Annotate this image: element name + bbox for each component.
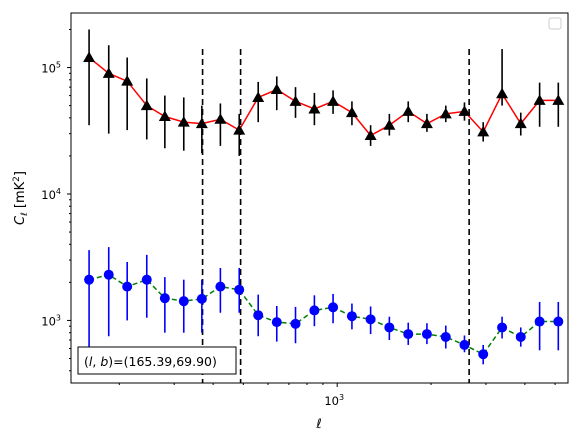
series-1-point-3 (141, 274, 152, 285)
series-0-point-23 (514, 117, 527, 129)
series-1-point-12 (309, 305, 320, 316)
series-1-point-2 (122, 281, 133, 292)
series-0-point-24 (533, 94, 546, 105)
series-0-point-8 (233, 124, 246, 135)
series-1-point-9 (253, 310, 264, 321)
series-0-point-10 (270, 83, 283, 95)
series-1-point-22 (497, 322, 508, 333)
ylabel-units-exp: 2 (12, 176, 22, 182)
series-0-point-20 (458, 105, 471, 116)
series-1-point-16 (384, 322, 395, 333)
annotation-b: b (100, 354, 108, 369)
series-1-point-24 (534, 316, 545, 327)
x-tick-label-0: 103 (324, 393, 344, 408)
series-1-point-8 (234, 284, 245, 295)
series-0-point-6 (195, 117, 208, 129)
series-0-point-0 (83, 51, 96, 63)
empty-legend-box (548, 17, 562, 30)
series-1-point-20 (459, 339, 470, 350)
series-1-point-10 (271, 317, 282, 328)
series-0-point-13 (327, 95, 340, 106)
annotation-box: (l, b)=(165.39,69.90) (77, 346, 237, 375)
series-1-point-21 (478, 349, 489, 360)
series-1-point-13 (328, 302, 339, 313)
series-1-point-14 (346, 311, 357, 322)
data-series-layer (83, 29, 565, 365)
y-axis-label: Cℓ [mK2] (12, 171, 30, 225)
vertical-reference-lines (201, 49, 470, 383)
y-tick-label-2: 105 (41, 61, 61, 76)
annotation-suffix: )=(165.39,69.90) (108, 354, 217, 369)
series-1-point-7 (215, 281, 226, 292)
annotation-l: l (89, 354, 93, 369)
series-0-point-19 (439, 107, 452, 119)
annotation-prefix: ( (84, 354, 89, 369)
y-tick-label-1: 104 (41, 187, 61, 202)
ylabel-subscript: ℓ (20, 212, 30, 217)
series-1-point-25 (553, 316, 564, 327)
series-0 (83, 29, 565, 156)
series-1-point-19 (440, 331, 451, 342)
series-1-point-15 (365, 314, 376, 325)
annotation-sep: , (92, 354, 100, 369)
series-1-point-6 (196, 293, 207, 304)
series-1-point-1 (103, 269, 114, 280)
axes-ticks-layer: 103 104 105 103 (41, 28, 556, 408)
x-axis-label: ℓ (315, 417, 321, 432)
series-1-point-5 (178, 296, 189, 307)
series-1 (84, 247, 564, 365)
series-1-point-0 (84, 274, 95, 285)
series-1-point-23 (515, 331, 526, 342)
series-0-point-1 (102, 67, 115, 78)
series-0-point-3 (140, 99, 153, 111)
ylabel-units: [mK (13, 181, 28, 212)
y-axis-label-text: Cℓ [mK2] (12, 171, 30, 225)
series-1-point-18 (421, 329, 432, 340)
series-0-point-14 (345, 106, 358, 118)
series-0-point-2 (121, 75, 134, 86)
ylabel-units-close: ] (13, 171, 28, 176)
series-1-point-17 (403, 329, 414, 340)
series-0-point-21 (477, 125, 490, 137)
series-0-point-4 (158, 110, 171, 122)
series-0-point-9 (252, 91, 265, 102)
series-0-point-18 (420, 117, 433, 129)
series-0-point-11 (289, 95, 302, 106)
series-0-point-22 (496, 87, 509, 99)
series-0-point-7 (214, 113, 227, 124)
series-0-point-25 (552, 94, 565, 105)
series-0-point-16 (383, 119, 396, 130)
plot-background (71, 13, 568, 383)
series-1-point-4 (159, 293, 170, 304)
series-0-point-12 (308, 103, 321, 114)
plot-frame (70, 12, 569, 384)
svg-text:(l, b)=(165.39,69.90): (l, b)=(165.39,69.90) (84, 354, 217, 369)
y-tick-label-0: 103 (41, 313, 61, 328)
series-0-point-17 (402, 105, 415, 116)
series-1-point-11 (290, 318, 301, 329)
series-0-point-5 (177, 116, 190, 127)
series-0-point-15 (364, 129, 377, 141)
ylabel-symbol: C (13, 215, 28, 225)
